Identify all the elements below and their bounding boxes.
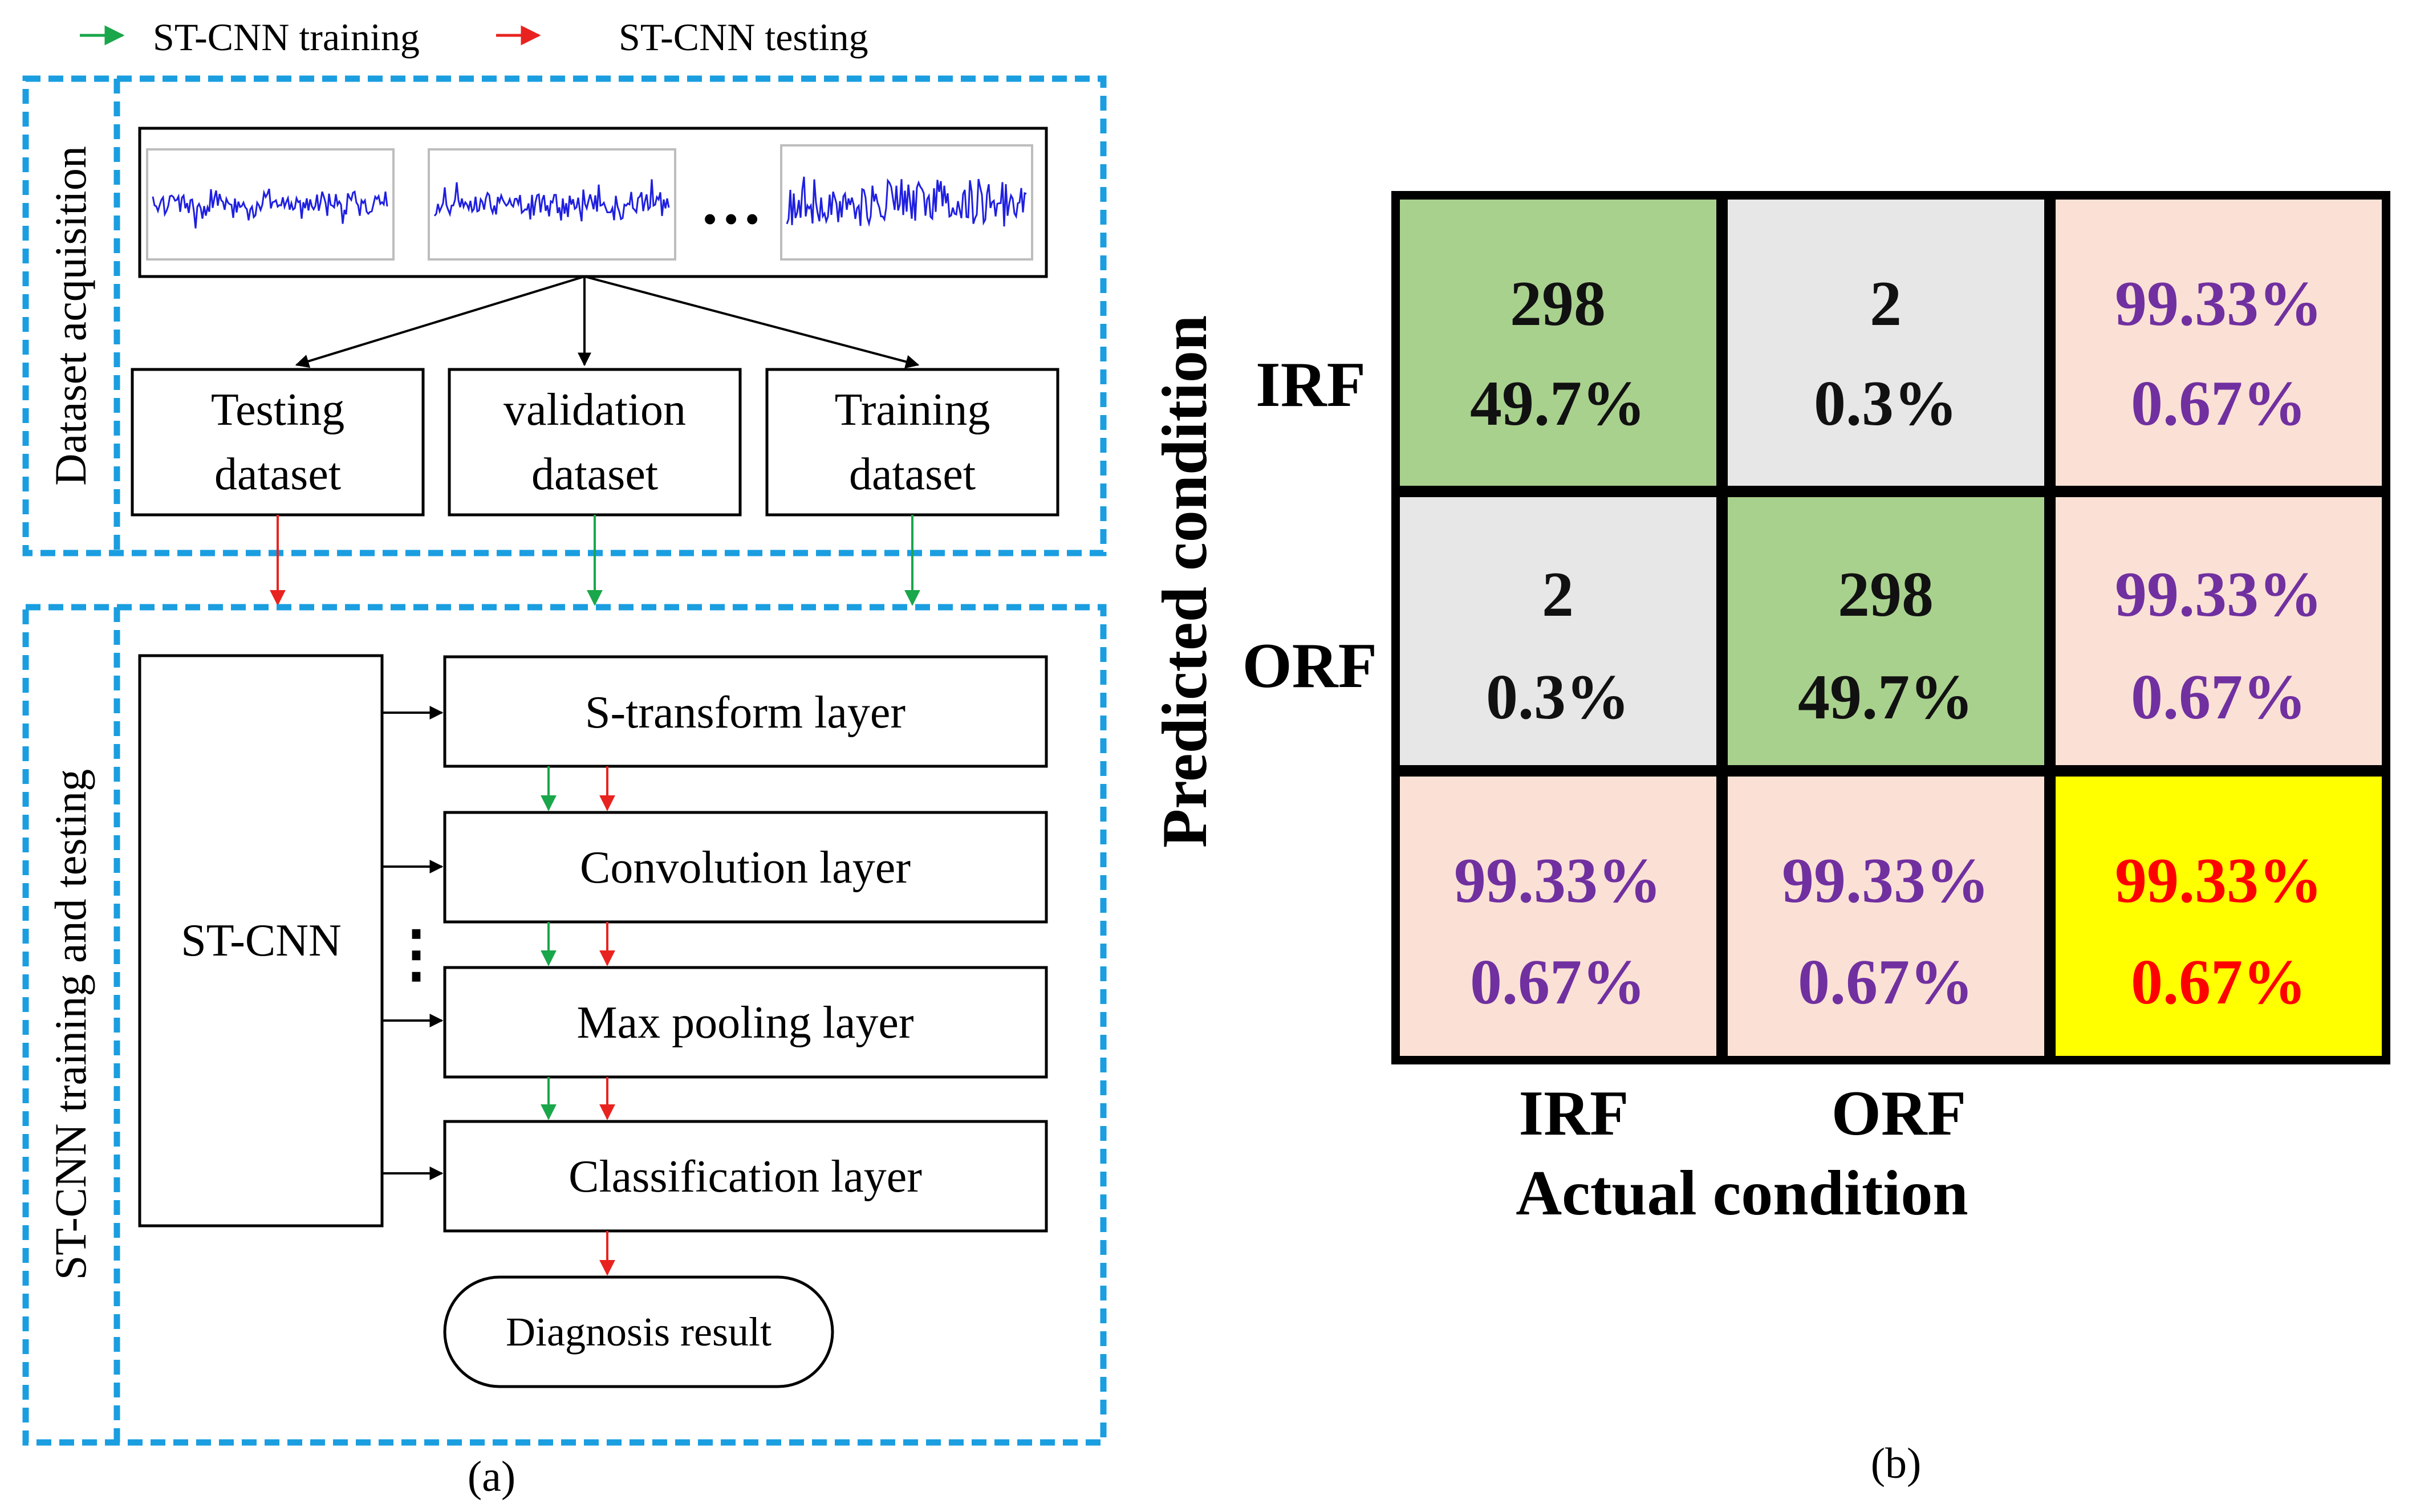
cell-overall-accuracy: 99.33% bbox=[2115, 846, 2322, 916]
cell-r3c1-accuracy: 99.33% bbox=[1454, 846, 1662, 916]
cell-r1c1 bbox=[1400, 200, 1716, 486]
cell-r1c2-count: 2 bbox=[1870, 269, 1902, 339]
stcnn-label: ST-CNN bbox=[181, 916, 342, 966]
cell-r1c3-accuracy: 99.33% bbox=[2115, 269, 2322, 339]
signal-box-2 bbox=[428, 148, 676, 261]
cell-r2c3-error: 0.67% bbox=[2131, 662, 2307, 733]
training-dataset-line1: Training bbox=[835, 385, 990, 435]
cell-r2c1-percent: 0.3% bbox=[1486, 662, 1630, 733]
training-section-frame bbox=[22, 604, 1107, 1446]
cell-r3c1 bbox=[1400, 777, 1716, 1056]
testing-dataset-box bbox=[131, 368, 425, 517]
max-pooling-layer-box bbox=[443, 966, 1048, 1079]
signal-waveform-1 bbox=[152, 188, 388, 229]
training-section-label: ST-CNN training and testing bbox=[46, 769, 95, 1280]
split-arrow-testing bbox=[295, 275, 585, 368]
layer-2: Convolution layer bbox=[382, 811, 1048, 924]
cell-r3c1-error: 0.67% bbox=[1470, 947, 1646, 1018]
signal-waveform-3 bbox=[786, 176, 1027, 227]
cell-r2c2 bbox=[1728, 497, 2044, 765]
classification-layer-label: Classification layer bbox=[569, 1152, 922, 1202]
legend-training-label: ST-CNN training bbox=[153, 15, 420, 59]
signal-waveform-2 bbox=[433, 179, 670, 222]
s-transform-layer-label: S-transform layer bbox=[585, 688, 905, 738]
classification-layer-box bbox=[443, 1120, 1048, 1233]
validation-dataset-line1: validation bbox=[503, 385, 686, 435]
acquisition-section-frame bbox=[22, 75, 1107, 556]
cell-r2c2-count: 298 bbox=[1838, 559, 1934, 630]
panel-a: Dataset acquisition … Testing dataset va… bbox=[22, 75, 1107, 1501]
legend-testing-label: ST-CNN testing bbox=[619, 15, 868, 59]
panel-a-caption: (a) bbox=[468, 1453, 515, 1501]
panel-b-caption: (b) bbox=[1871, 1440, 1922, 1487]
cell-r2c3-accuracy: 99.33% bbox=[2115, 559, 2322, 630]
cell-r1c1-percent: 49.7% bbox=[1470, 368, 1646, 439]
validation-dataset-box bbox=[448, 368, 742, 517]
stcnn-block bbox=[138, 654, 384, 1228]
matrix-row-2: 2 0.3% 298 49.7% 99.33% 0.67% bbox=[1400, 497, 2382, 765]
cell-r1c3-error: 0.67% bbox=[2131, 368, 2307, 439]
validation-dataset-line2: dataset bbox=[531, 449, 658, 499]
col-label-orf: ORF bbox=[1832, 1078, 1966, 1149]
convolution-layer-label: Convolution layer bbox=[580, 843, 911, 893]
cell-overall bbox=[2056, 777, 2382, 1056]
cell-r2c3 bbox=[2056, 497, 2382, 765]
cell-overall-error: 0.67% bbox=[2131, 947, 2307, 1018]
s-transform-layer-box bbox=[443, 655, 1048, 768]
matrix-row-summary: 99.33% 0.67% 99.33% 0.67% 99.33% 0.67% bbox=[1400, 777, 2382, 1056]
layer-3: Max pooling layer bbox=[382, 966, 1048, 1079]
cell-r3c2 bbox=[1728, 777, 2044, 1056]
matrix-row-1: 298 49.7% 2 0.3% 99.33% 0.67% bbox=[1400, 200, 2382, 486]
vertical-ellipsis: ⋮ bbox=[385, 919, 448, 989]
col-label-irf: IRF bbox=[1519, 1078, 1629, 1149]
split-arrow-training bbox=[584, 275, 920, 369]
row-label-irf: IRF bbox=[1256, 349, 1366, 420]
panel-b: Predicted condition IRF ORF 298 49.7% 2 … bbox=[1150, 191, 2390, 1487]
y-axis-label: Predicted condition bbox=[1150, 315, 1220, 848]
acquisition-section-label: Dataset acquisition bbox=[46, 146, 95, 486]
cell-r3c2-error: 0.67% bbox=[1798, 947, 1974, 1018]
layer-4: Classification layer bbox=[382, 1120, 1048, 1233]
cell-r2c1-count: 2 bbox=[1542, 559, 1574, 630]
signal-ellipsis: … bbox=[700, 168, 762, 237]
cell-r2c2-percent: 49.7% bbox=[1798, 662, 1974, 733]
training-dataset-line2: dataset bbox=[849, 449, 976, 499]
row-label-orf: ORF bbox=[1242, 631, 1377, 701]
cell-r2c1 bbox=[1400, 497, 1716, 765]
legend: ST-CNN training ST-CNN testing bbox=[80, 15, 868, 59]
convolution-layer-box bbox=[443, 811, 1048, 924]
cell-r1c2 bbox=[1728, 200, 2044, 486]
testing-dataset-line2: dataset bbox=[214, 449, 341, 499]
cell-r1c1-count: 298 bbox=[1510, 269, 1606, 339]
diagnosis-result-label: Diagnosis result bbox=[506, 1309, 771, 1355]
max-pooling-layer-label: Max pooling layer bbox=[577, 998, 914, 1048]
diagnosis-result-box bbox=[443, 1275, 834, 1388]
x-axis-label: Actual condition bbox=[1516, 1158, 1968, 1229]
cell-r3c2-accuracy: 99.33% bbox=[1782, 846, 1989, 916]
layer-1: S-transform layer bbox=[382, 655, 1048, 768]
testing-dataset-line1: Testing bbox=[211, 385, 344, 435]
cell-r1c2-percent: 0.3% bbox=[1814, 368, 1958, 439]
cell-r1c3 bbox=[2056, 200, 2382, 486]
